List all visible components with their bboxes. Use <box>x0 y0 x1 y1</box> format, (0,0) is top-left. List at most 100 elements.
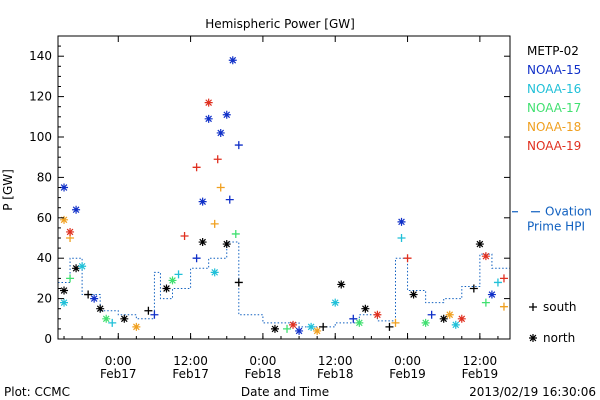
data-point-metp-02-5 <box>144 306 153 315</box>
data-point-noaa-19-8 <box>457 314 466 323</box>
x-tick-label-time-0: 0:00 <box>105 354 132 368</box>
data-point-noaa-17-2 <box>168 276 177 285</box>
data-point-noaa-17-1 <box>102 314 111 323</box>
data-point-metp-02-12 <box>337 280 346 289</box>
ovation-hpi-legend-label-2: Prime HPI <box>527 220 585 234</box>
data-point-noaa-15-6 <box>204 114 213 123</box>
y-axis-label: P [GW] <box>1 169 15 211</box>
legend-entry-noaa-15: NOAA-15 <box>527 63 581 77</box>
data-point-noaa-15-9 <box>228 56 237 65</box>
data-point-noaa-19-2 <box>192 163 201 172</box>
data-point-noaa-17-4 <box>283 324 292 333</box>
legend-entry-metp-02: METP-02 <box>527 44 579 58</box>
data-point-noaa-16-8 <box>451 320 460 329</box>
data-point-noaa-16-4 <box>210 268 219 277</box>
series-noaa-18 <box>60 183 508 335</box>
data-point-noaa-17-6 <box>421 318 430 327</box>
series-metp-02 <box>60 238 484 333</box>
data-point-noaa-16-0 <box>60 298 69 307</box>
y-tick-label-100: 100 <box>29 130 52 144</box>
y-tick-label-40: 40 <box>37 251 52 265</box>
axes-layer: 0204060801001201400:00Feb1712:00Feb170:0… <box>29 35 511 381</box>
data-point-noaa-15-3 <box>150 310 159 319</box>
data-point-noaa-18-0 <box>60 215 69 224</box>
x-tick-label-date-0: Feb17 <box>100 367 137 381</box>
x-tick-label-date-5: Feb19 <box>462 367 499 381</box>
data-point-noaa-15-14 <box>397 217 406 226</box>
data-point-noaa-17-5 <box>355 318 364 327</box>
data-point-noaa-18-7 <box>445 310 454 319</box>
data-point-noaa-19-6 <box>373 310 382 319</box>
data-point-noaa-17-0 <box>66 274 75 283</box>
data-point-noaa-15-1 <box>72 205 81 214</box>
data-point-noaa-19-9 <box>481 252 490 261</box>
data-point-noaa-17-7 <box>481 298 490 307</box>
south-marker-label: south <box>543 300 577 314</box>
data-point-noaa-16-1 <box>78 262 87 271</box>
data-point-noaa-19-5 <box>289 320 298 329</box>
data-point-noaa-15-7 <box>216 128 225 137</box>
chart-title: Hemispheric Power [GW] <box>205 17 355 31</box>
data-point-noaa-16-5 <box>307 322 316 331</box>
data-point-noaa-15-15 <box>427 310 436 319</box>
data-point-metp-02-16 <box>439 314 448 323</box>
legend-entry-noaa-19: NOAA-19 <box>527 139 581 153</box>
legend-layer: METP-02 NOAA-15 NOAA-16 NOAA-17 NOAA-18 NOAA-… <box>512 44 592 345</box>
south-marker-symbol <box>529 303 537 311</box>
y-tick-label-140: 140 <box>29 49 52 63</box>
data-point-metp-02-10 <box>270 324 279 333</box>
data-point-noaa-19-0 <box>66 227 75 236</box>
plot-frame <box>57 35 511 340</box>
data-point-noaa-19-10 <box>499 274 508 283</box>
data-point-noaa-19-7 <box>403 254 412 263</box>
data-point-metp-02-13 <box>361 304 370 313</box>
data-point-noaa-18-6 <box>391 318 400 327</box>
data-point-metp-02-3 <box>96 304 105 313</box>
data-point-noaa-18-2 <box>132 322 141 331</box>
data-point-metp-02-0 <box>60 286 69 295</box>
data-point-metp-02-15 <box>409 290 418 299</box>
data-point-noaa-15-2 <box>90 294 99 303</box>
data-point-noaa-16-2 <box>108 318 117 327</box>
data-point-noaa-15-0 <box>60 183 69 192</box>
x-tick-label-date-3: Feb18 <box>317 367 354 381</box>
north-marker-symbol <box>529 334 537 342</box>
data-point-noaa-16-3 <box>174 270 183 279</box>
y-tick-label-60: 60 <box>37 211 52 225</box>
data-point-noaa-19-3 <box>204 98 213 107</box>
plot-credit: Plot: CCMC <box>4 385 70 399</box>
data-point-noaa-15-5 <box>198 197 207 206</box>
data-point-noaa-19-4 <box>213 155 222 164</box>
x-tick-label-time-3: 12:00 <box>318 354 353 368</box>
data-point-noaa-15-11 <box>225 195 234 204</box>
legend-entry-noaa-18: NOAA-18 <box>527 120 581 134</box>
series-noaa-15 <box>60 56 496 335</box>
data-point-noaa-16-9 <box>493 278 502 287</box>
data-point-metp-02-1 <box>72 264 81 273</box>
x-tick-label-time-4: 0:00 <box>394 354 421 368</box>
data-point-metp-02-7 <box>198 238 207 247</box>
data-point-noaa-15-12 <box>295 326 304 335</box>
data-point-metp-02-17 <box>469 284 478 293</box>
data-point-noaa-16-6 <box>331 298 340 307</box>
data-point-metp-02-2 <box>84 290 93 299</box>
data-point-noaa-18-3 <box>210 219 219 228</box>
y-tick-label-0: 0 <box>44 332 52 346</box>
data-point-noaa-18-4 <box>216 183 225 192</box>
x-tick-label-time-1: 12:00 <box>173 354 208 368</box>
data-point-noaa-15-16 <box>487 290 496 299</box>
x-tick-label-date-1: Feb17 <box>172 367 209 381</box>
ovation-hpi-line <box>58 241 510 328</box>
data-point-metp-02-9 <box>234 278 243 287</box>
y-tick-label-120: 120 <box>29 90 52 104</box>
plot-timestamp: 2013/02/19 16:30:06 <box>469 385 596 399</box>
data-point-noaa-18-8 <box>499 302 508 311</box>
data-point-noaa-15-13 <box>349 314 358 323</box>
x-tick-label-time-2: 0:00 <box>249 354 276 368</box>
data-point-noaa-15-4 <box>192 254 201 263</box>
series-noaa-17 <box>66 229 490 333</box>
ovation-hpi-layer <box>58 241 510 328</box>
y-tick-label-20: 20 <box>37 292 52 306</box>
ovation-hpi-legend-label: Ovation <box>545 205 592 219</box>
